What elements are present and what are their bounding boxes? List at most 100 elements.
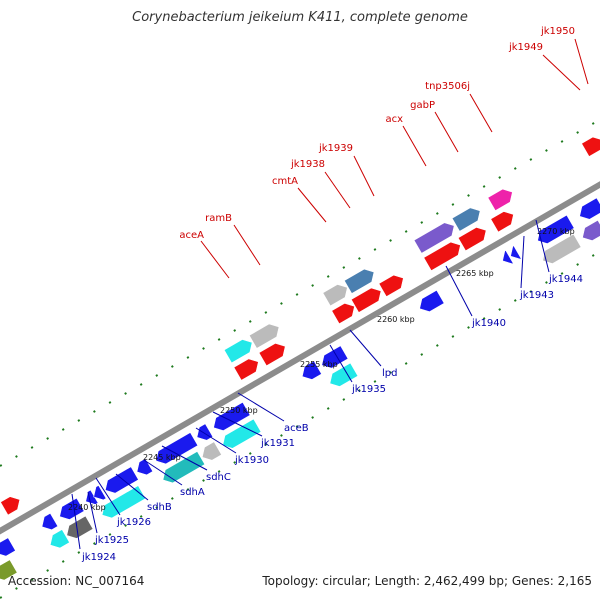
reverse-gene-label: jk1925 — [94, 535, 129, 546]
gene-block-tnp3506j — [487, 188, 513, 212]
gene-block-sdha — [101, 485, 147, 519]
reverse-label-leader — [143, 459, 183, 486]
gene-block-blue — [510, 245, 522, 260]
gene-block-red — [490, 211, 514, 233]
forward-gene-label: jk1950 — [540, 26, 575, 37]
reverse-label-leader — [535, 219, 550, 273]
gene-block-jk1935 — [321, 345, 349, 369]
gene-block-jk1938 — [343, 268, 375, 294]
gene-block-gabp — [451, 207, 481, 232]
reverse-gene-label: sdhC — [206, 472, 231, 483]
forward-gene-label: tnp3506j — [425, 81, 470, 92]
position-label: 2240 kbp — [68, 503, 106, 512]
reverse-tick-line — [0, 250, 600, 599]
gene-block-blue — [41, 512, 59, 531]
position-label: 2270 kbp — [537, 227, 575, 236]
topology-text: Topology: circular; Length: 2,462,499 bp… — [262, 574, 592, 588]
gene-block-jk1943 — [537, 214, 575, 244]
reverse-gene-label: jk1935 — [351, 384, 386, 395]
gene-block-jk1931 — [201, 441, 222, 461]
gene-block-red — [0, 496, 21, 516]
reverse-label-leader — [115, 473, 149, 501]
forward-gene-label: gabP — [410, 100, 435, 111]
gene-block-blue — [136, 458, 154, 476]
reverse-gene-label: sdhA — [180, 487, 205, 498]
position-label: 2260 kbp — [377, 315, 415, 324]
gene-block-jk1925 — [66, 515, 94, 539]
forward-label-leader — [324, 171, 351, 209]
forward-gene-label: aceA — [179, 230, 204, 241]
forward-gene-label: jk1949 — [508, 42, 543, 53]
gene-block-blue — [0, 537, 16, 557]
gene-block-jk1926 — [104, 466, 139, 494]
gene-block-jk1939 — [350, 287, 382, 313]
gene-block-acea — [223, 339, 253, 364]
reverse-label-leader — [195, 427, 237, 454]
reverse-label-leader — [212, 411, 263, 437]
gene-block-red — [423, 241, 461, 272]
gene-block-blue — [502, 249, 514, 265]
forward-label-leader — [233, 224, 261, 266]
forward-gene-label: jk1938 — [290, 159, 325, 170]
forward-label-leader — [402, 125, 427, 167]
gene-block-blue — [93, 485, 107, 501]
gene-block-olive — [0, 559, 18, 581]
reverse-label-leader — [237, 392, 285, 422]
reverse-label-leader — [349, 329, 382, 367]
reverse-label-leader — [329, 344, 353, 383]
gene-block-sdhc — [155, 432, 199, 465]
forward-gene-label: jk1939 — [318, 143, 353, 154]
reverse-label-leader — [445, 265, 473, 317]
gene-block-jk1930 — [162, 451, 206, 484]
position-label: 2250 kbp — [220, 406, 258, 415]
reverse-gene-label: jk1924 — [81, 552, 116, 563]
gene-block-red — [378, 274, 404, 297]
gene-block-blue — [579, 197, 600, 220]
gene-block-purple — [582, 219, 600, 241]
gene-block-jk1940 — [419, 289, 445, 313]
gene-block-red — [233, 358, 259, 381]
genome-backbone — [0, 181, 600, 535]
reverse-gene-label: jk1926 — [116, 517, 151, 528]
forward-label-leader — [574, 38, 589, 85]
position-label: 2255 kbp — [300, 360, 338, 369]
gene-block-jk1944 — [542, 233, 582, 264]
forward-label-leader — [434, 111, 459, 153]
reverse-label-leader — [87, 491, 98, 534]
gene-block-aceb-cyan — [222, 418, 262, 449]
forward-label-leader — [297, 187, 327, 223]
forward-label-leader — [353, 155, 375, 197]
reverse-label-leader — [71, 493, 81, 550]
gene-block-blue — [196, 423, 214, 441]
forward-label-leader — [542, 54, 581, 91]
gene-block-cyan — [49, 529, 70, 549]
reverse-label-leader — [520, 235, 525, 289]
reverse-gene-label: lpd — [382, 368, 397, 379]
gene-block-lpd — [329, 362, 359, 387]
reverse-gene-label: jk1931 — [260, 438, 295, 449]
reverse-gene-label: jk1943 — [519, 290, 554, 301]
reverse-gene-label: aceB — [284, 423, 309, 434]
forward-tick-line — [0, 118, 600, 467]
position-label: 2245 kbp — [143, 453, 181, 462]
reverse-gene-label: sdhB — [147, 502, 172, 513]
reverse-gene-label: jk1940 — [471, 318, 506, 329]
forward-gene-label: cmtA — [272, 176, 298, 187]
gene-block-jk1924 — [59, 497, 85, 520]
accession-text: Accession: NC_007164 — [8, 574, 145, 588]
forward-label-leader — [469, 93, 493, 133]
reverse-label-leader — [161, 445, 208, 471]
reverse-gene-label: jk1930 — [234, 455, 269, 466]
genome-title: Corynebacterium jeikeium K411, complete … — [132, 10, 468, 25]
forward-gene-label: ramB — [205, 213, 232, 224]
gene-block-red — [331, 302, 355, 325]
reverse-label-leader — [95, 477, 121, 516]
reverse-gene-label: jk1944 — [548, 274, 583, 285]
gene-block-cmta — [322, 284, 348, 307]
gene-block-red — [457, 226, 487, 252]
forward-label-leader — [200, 240, 230, 279]
position-label: 2265 kbp — [456, 269, 494, 278]
gene-block-red — [258, 342, 286, 367]
